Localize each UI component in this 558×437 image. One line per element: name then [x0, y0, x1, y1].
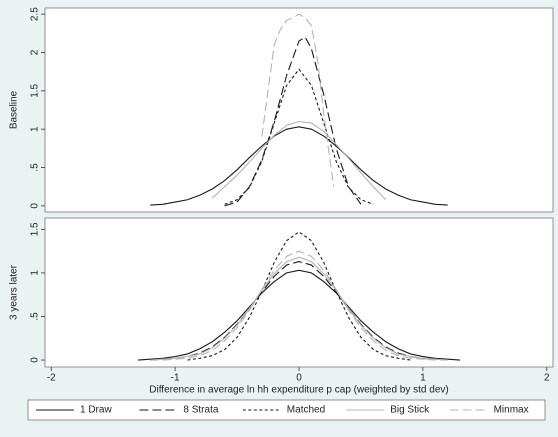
- legend-label: 8 Strata: [183, 405, 218, 416]
- x-tick-label: 1: [420, 373, 426, 384]
- legend-label: Minmax: [494, 405, 529, 416]
- legend-label: Big Stick: [390, 405, 430, 416]
- density-line: [150, 256, 448, 361]
- density-line: [150, 260, 448, 361]
- density-line: [162, 250, 436, 361]
- density-line: [211, 120, 387, 201]
- x-axis-label: Difference in average ln hh expenditure …: [149, 385, 448, 396]
- density-line: [187, 231, 411, 361]
- top-plot-area: [44, 7, 554, 213]
- y-tick-label: .5: [30, 163, 41, 172]
- bottom-plot-area: [44, 217, 554, 368]
- legend-label: 1 Draw: [80, 405, 112, 416]
- x-tick-label: -2: [47, 373, 56, 384]
- density-line: [150, 126, 448, 206]
- y-axis-label: 3 years later: [9, 264, 20, 320]
- x-tick-label: 0: [296, 373, 302, 384]
- y-tick-label: 1: [30, 270, 41, 276]
- y-tick-label: .5: [30, 312, 41, 321]
- x-tick-label: -1: [171, 373, 180, 384]
- y-tick-label: 1: [30, 126, 41, 132]
- y-tick-label: 1.5: [30, 83, 41, 97]
- legend-box: [27, 399, 546, 421]
- legend-label: Matched: [287, 405, 325, 416]
- x-tick-label: 2: [544, 373, 550, 384]
- density-line: [137, 269, 461, 361]
- y-tick-label: 2: [30, 49, 41, 55]
- y-tick-label: 1.5: [30, 222, 41, 236]
- density-line: [224, 68, 374, 205]
- y-tick-label: 0: [30, 203, 41, 209]
- y-tick-label: 2.5: [30, 7, 41, 21]
- density-line: [224, 36, 362, 207]
- y-tick-label: 0: [30, 357, 41, 363]
- y-axis-label: Baseline: [9, 90, 20, 129]
- density-line: [261, 13, 335, 187]
